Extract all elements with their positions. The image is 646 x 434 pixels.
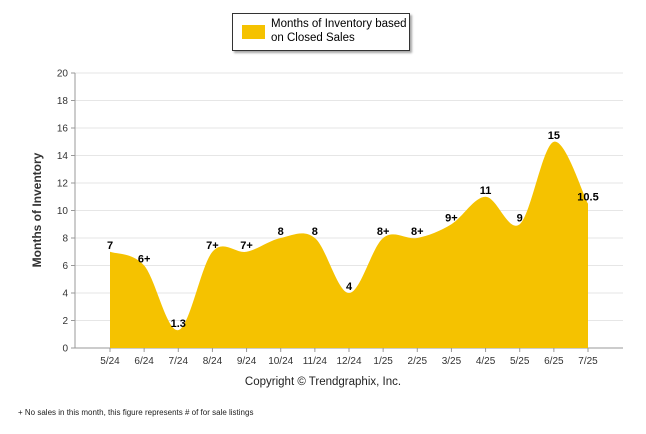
x-tick-label: 10/24 — [268, 356, 293, 367]
area-fill — [110, 141, 588, 348]
x-tick-label: 3/25 — [442, 356, 462, 367]
y-tick-labels: 0 2 4 6 8 10 12 14 16 18 20 — [57, 69, 69, 355]
x-tick-label: 1/25 — [373, 356, 393, 367]
x-tick-label: 4/25 — [476, 356, 496, 367]
data-label: 7 — [107, 240, 113, 252]
legend: Months of Inventory based on Closed Sale… — [232, 13, 410, 51]
area-series — [110, 141, 588, 348]
x-tick-label: 2/25 — [408, 356, 428, 367]
data-label: 6+ — [138, 254, 151, 266]
y-tick-label: 10 — [57, 206, 69, 217]
x-tick-label: 8/24 — [203, 356, 223, 367]
x-tick-label: 5/24 — [100, 356, 120, 367]
data-label: 7+ — [206, 240, 219, 252]
y-tick-label: 14 — [57, 151, 69, 162]
x-tick-label: 11/24 — [303, 356, 328, 367]
data-label: 9+ — [445, 212, 458, 224]
x-tick-label: 7/25 — [578, 356, 598, 367]
y-tick-label: 0 — [62, 344, 68, 355]
x-tick-label: 5/25 — [510, 356, 530, 367]
data-label: 11 — [480, 185, 492, 197]
y-tick-label: 4 — [62, 289, 68, 300]
data-label: 8+ — [411, 226, 424, 238]
x-tick-label: 6/25 — [544, 356, 564, 367]
y-tick-label: 18 — [57, 96, 69, 107]
data-labels: 7 6+ 1.3 7+ 7+ 8 8 4 8+ 8+ 9+ 11 9 15 10.5 — [107, 130, 599, 330]
y-tick-label: 16 — [57, 124, 69, 135]
y-tick-label: 2 — [62, 316, 68, 327]
legend-swatch — [242, 25, 265, 39]
data-label: 8 — [278, 226, 284, 238]
data-label: 7+ — [240, 240, 253, 252]
data-label: 1.3 — [171, 318, 186, 330]
y-tick-label: 20 — [57, 69, 69, 80]
legend-label: Months of Inventory based on Closed Sale… — [271, 18, 407, 44]
y-tick-label: 12 — [57, 179, 69, 190]
data-label: 8+ — [377, 226, 390, 238]
data-label: 4 — [346, 281, 353, 293]
copyright-text: Copyright © Trendgraphix, Inc. — [244, 376, 402, 388]
data-label: 9 — [517, 212, 523, 224]
data-label: 15 — [548, 130, 560, 142]
y-tick-label: 8 — [62, 234, 68, 245]
x-tick-label: 6/24 — [134, 356, 154, 367]
y-tick-label: 6 — [62, 261, 68, 272]
x-tick-label: 7/24 — [169, 356, 189, 367]
x-tick-label: 9/24 — [237, 356, 257, 367]
data-label: 10.5 — [577, 192, 598, 204]
x-tick-label: 12/24 — [336, 356, 361, 367]
data-label: 8 — [312, 226, 318, 238]
x-tick-labels: 5/24 6/24 7/24 8/24 9/24 10/24 11/24 12/24 1/25 2… — [100, 348, 598, 367]
y-axis-label: Months of Inventory — [30, 152, 44, 268]
footnote: + No sales in this month, this figure re… — [18, 408, 254, 417]
